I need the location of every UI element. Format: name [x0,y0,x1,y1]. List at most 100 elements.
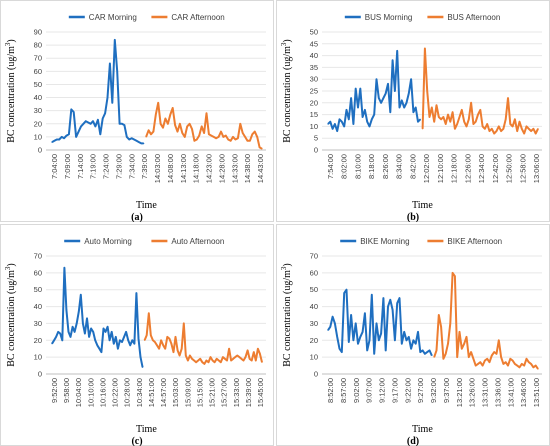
data-point [261,148,263,150]
data-point [445,123,447,125]
data-point [396,302,398,304]
data-point [495,130,498,132]
x-tick-label: 13:36:00 [493,378,502,407]
data-point [327,123,329,125]
data-point [185,354,187,357]
data-point [196,138,198,141]
data-point [477,114,479,116]
data-point [193,140,196,142]
data-point [170,343,173,345]
chart-panel-c: 0 10 20 30 40 50 60 70 9:52:00 9:58:00 10:04:00 10:… [0,224,274,446]
chart-panel-d: 0 10 20 30 40 50 60 70 8:52:00 8:57:00 9:02:00 9:07… [276,224,550,446]
y-tick-label: 0 [38,146,42,155]
data-point [422,349,424,351]
data-point [525,125,528,127]
data-point [68,133,70,135]
data-point [364,109,366,111]
data-point [61,136,63,138]
x-tick-label: 7:24:00 [102,154,111,179]
data-point [90,327,92,330]
data-point [186,125,188,127]
panel-letter: (d) [407,436,419,446]
data-point [238,356,240,358]
data-point [345,289,348,291]
legend-label: CAR Morning [89,13,137,22]
data-point [230,359,232,362]
data-point [176,349,179,351]
data-point [73,111,75,113]
data-point [197,359,199,362]
data-point [366,121,368,123]
data-point [51,343,53,345]
data-point [217,136,220,138]
x-tick-label: 12:02:00 [422,154,431,183]
data-point [111,331,113,333]
x-tick-label: 7:09:00 [63,154,72,179]
data-point [102,327,105,330]
data-point [488,130,491,132]
x-tick-label: 8:42:00 [408,154,417,179]
panel-letter: (b) [407,212,419,222]
data-point [359,88,361,90]
data-point [155,114,157,116]
data-point [332,128,334,130]
x-tick-label: 8:52:00 [326,378,335,403]
x-tick-label: 15:33:00 [232,378,241,407]
data-point [532,128,534,130]
data-point [201,361,203,363]
data-point [410,348,412,350]
data-point [334,322,336,325]
y-tick-label: 40 [34,93,42,102]
x-tick-label: 14:28:00 [217,154,226,183]
legend-label: BUS Afternoon [447,13,500,22]
data-point [530,130,532,132]
data-point [230,140,232,142]
x-tick-label: 13:46:00 [519,378,528,407]
data-point [488,361,491,363]
x-tick-label: 9:07:00 [365,378,374,403]
data-point [500,356,502,358]
x-tick-label: 12:34:00 [477,154,486,183]
data-point [92,331,94,333]
x-tick-label: 15:39:00 [244,378,253,407]
data-point [470,351,472,353]
data-point [109,62,111,65]
data-point [505,361,507,363]
data-point [162,127,164,129]
data-point [160,339,162,341]
data-point [119,339,121,341]
x-tick-label: 13:21:00 [455,378,464,407]
data-point [63,137,65,139]
data-point [495,353,498,355]
data-point [394,339,396,341]
y-tick-label: 50 [34,80,42,89]
data-point [355,88,357,90]
data-point [449,121,451,123]
data-point [348,118,350,120]
data-point [117,348,119,350]
data-point [236,354,238,357]
data-point [195,361,197,363]
data-point [371,294,373,296]
data-point [355,322,357,325]
data-point [234,138,237,141]
data-point [394,90,396,92]
x-tick-label: 7:29:00 [114,154,123,179]
data-point [144,339,146,341]
data-point [417,121,419,123]
data-point [482,125,484,127]
data-point [401,343,403,345]
chart-svg: 0 10 20 30 40 50 60 70 80 90 7:04:00 7:09:00 7:14:00… [0,0,274,222]
data-point [442,358,444,360]
x-tick-label: 15:15:00 [195,378,204,407]
data-point [152,131,154,133]
data-point [135,140,138,142]
data-point [138,141,140,143]
data-point [225,134,227,137]
data-point [532,366,534,368]
data-point [350,314,352,316]
data-point [428,349,431,351]
data-point [152,339,154,341]
data-point [405,102,408,104]
data-point [67,331,70,333]
